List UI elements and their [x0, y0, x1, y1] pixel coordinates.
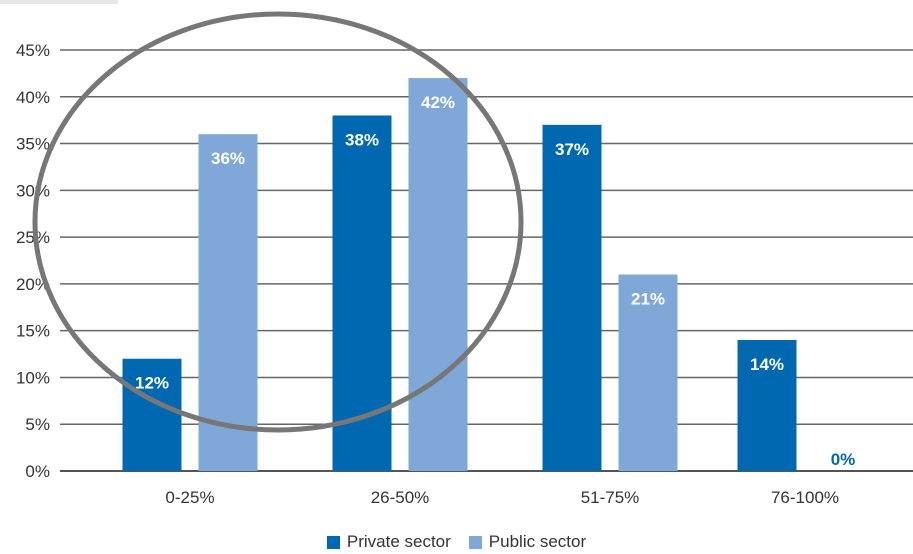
y-tick-label: 5%	[25, 415, 50, 434]
top-corner-fragment	[0, 0, 118, 4]
x-tick-label: 76-100%	[771, 488, 839, 507]
data-label: 38%	[345, 130, 379, 149]
bars	[122, 78, 797, 472]
data-label: 42%	[421, 93, 455, 112]
y-tick-label: 45%	[16, 41, 50, 60]
y-tick-label: 0%	[25, 462, 50, 481]
legend-swatch-public	[468, 535, 482, 549]
legend-swatch-private	[326, 535, 340, 549]
data-label: 37%	[555, 140, 589, 159]
bar-private-3	[737, 340, 797, 471]
y-tick-label: 40%	[16, 88, 50, 107]
legend-label-public: Public sector	[488, 532, 587, 551]
x-axis-categories: 0-25% 26-50% 51-75% 76-100%	[165, 488, 839, 507]
legend-item-public: Public sector	[468, 532, 587, 552]
y-axis-ticks: 0% 5% 10% 15% 20% 25% 30% 35% 40% 45%	[16, 41, 50, 481]
legend: Private sector Public sector	[0, 530, 913, 554]
data-label: 21%	[631, 290, 665, 309]
data-label: 14%	[750, 355, 784, 374]
x-tick-label: 0-25%	[165, 488, 214, 507]
bar-private-0	[122, 358, 182, 471]
y-tick-label: 35%	[16, 135, 50, 154]
data-label: 12%	[135, 374, 169, 393]
bar-public-2	[618, 274, 678, 471]
x-tick-label: 51-75%	[581, 488, 640, 507]
y-tick-label: 10%	[16, 368, 50, 387]
bar-public-0	[198, 134, 258, 471]
bar-chart: 0% 5% 10% 15% 20% 25% 30% 35% 40% 45% 12% 36% 38% 42…	[16, 11, 913, 507]
y-tick-label: 30%	[16, 181, 50, 200]
data-labels: 12% 36% 38% 42% 37% 21% 14% 0%	[135, 93, 855, 469]
y-tick-label: 20%	[16, 275, 50, 294]
bar-public-1	[408, 78, 468, 472]
y-tick-label: 15%	[16, 322, 50, 341]
legend-label-private: Private sector	[346, 532, 451, 551]
data-label: 36%	[211, 149, 245, 168]
data-label: 0%	[831, 450, 856, 469]
legend-item-private: Private sector	[326, 532, 451, 552]
bar-private-2	[542, 124, 602, 471]
y-tick-label: 25%	[16, 228, 50, 247]
highlight-ellipse	[32, 11, 524, 433]
x-tick-label: 26-50%	[371, 488, 430, 507]
